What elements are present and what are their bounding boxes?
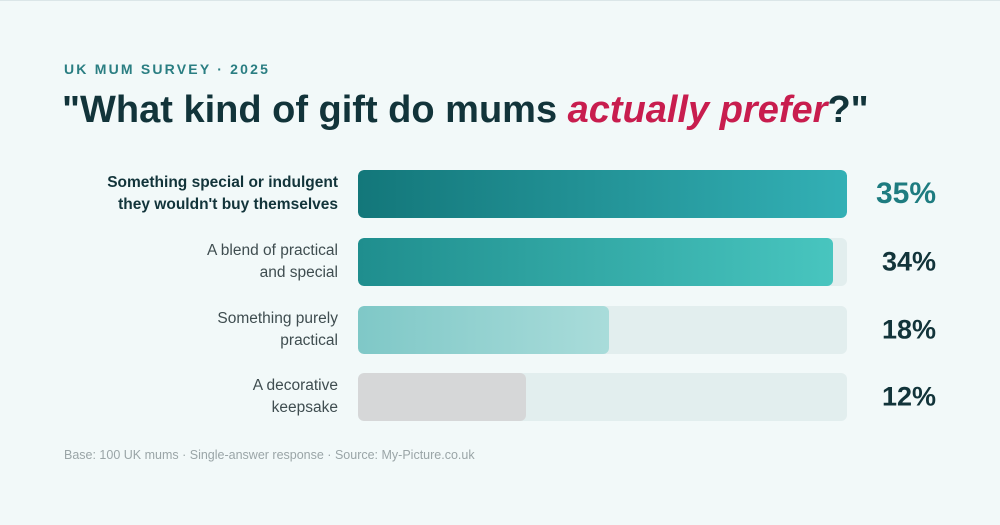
- category-label-line: A decorative: [252, 377, 338, 394]
- bar-row-blend: A blend of practical and special 34%: [0, 238, 1000, 286]
- category-label-line: Something purely: [217, 310, 338, 327]
- bar-blend: [358, 238, 833, 286]
- bar-practical: [358, 306, 609, 354]
- title-accent: actually prefer: [567, 89, 828, 131]
- bar-special-indulgent: [358, 170, 847, 218]
- category-label-line: A blend of practical: [207, 242, 338, 259]
- bar-track: [358, 306, 847, 354]
- bar-keepsake: [358, 373, 526, 421]
- bar-row-keepsake: A decorative keepsake 12%: [0, 373, 1000, 421]
- category-label-line: and special: [259, 264, 338, 281]
- category-label-line: they wouldn't buy themselves: [118, 196, 338, 213]
- category-label-line: keepsake: [271, 399, 338, 416]
- category-label: Something special or indulgent they woul…: [48, 172, 338, 216]
- source-footnote: Base: 100 UK mums · Single-answer respon…: [64, 448, 475, 462]
- value-label: 34%: [881, 246, 936, 277]
- bar-track: [358, 238, 847, 286]
- bar-row-practical: Something purely practical 18%: [0, 306, 1000, 354]
- bar-row-special-indulgent: Something special or indulgent they woul…: [0, 170, 1000, 218]
- category-label: A decorative keepsake: [48, 375, 338, 419]
- value-label: 12%: [881, 381, 936, 412]
- bar-track: [358, 170, 847, 218]
- title-end: ?": [827, 89, 869, 131]
- category-label-line: practical: [280, 332, 338, 349]
- category-label: Something purely practical: [48, 308, 338, 352]
- category-label: A blend of practical and special: [48, 240, 338, 284]
- value-label: 18%: [881, 314, 936, 345]
- bar-track: [358, 373, 847, 421]
- category-label-line: Something special or indulgent: [107, 174, 338, 191]
- value-label: 35%: [875, 177, 936, 210]
- chart-title: "What kind of gift do mums actually pref…: [62, 87, 869, 133]
- title-start: "What kind of gift do mums: [62, 89, 568, 131]
- survey-eyebrow: UK MUM SURVEY · 2025: [64, 61, 271, 77]
